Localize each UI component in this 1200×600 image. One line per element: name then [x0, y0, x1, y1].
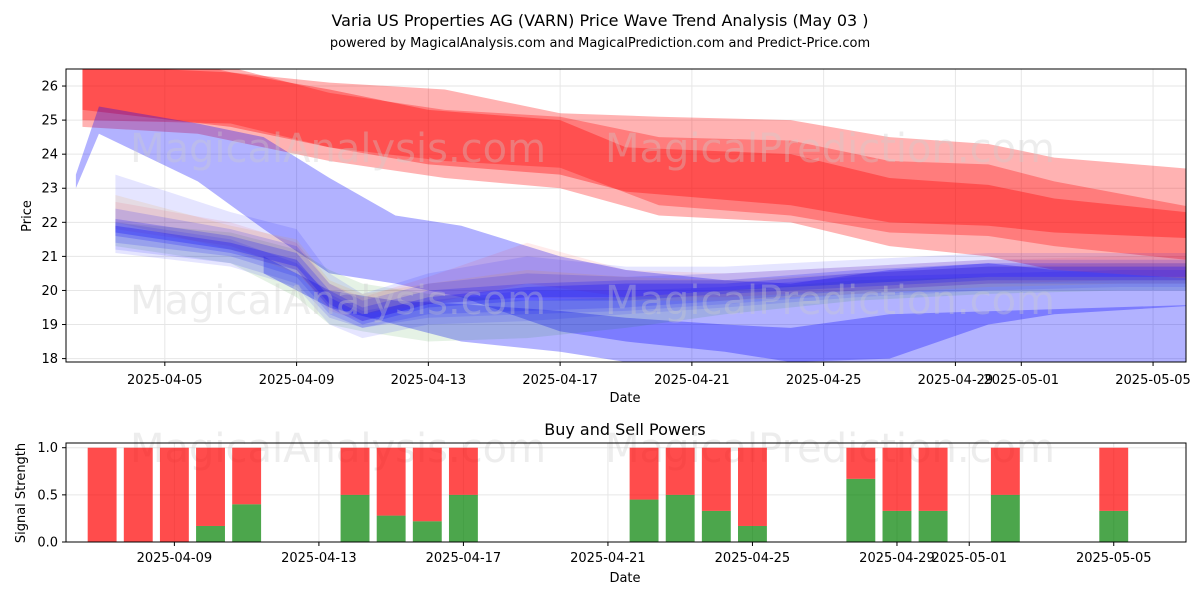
- watermark-prediction-mid: MagicalPrediction.com: [605, 278, 1055, 324]
- signal-y-tick-label: 1.0: [37, 441, 58, 456]
- price-y-tick-label: 23: [41, 182, 58, 197]
- sell-bar: [990, 447, 1020, 495]
- chart-title: Varia US Properties AG (VARN) Price Wave…: [331, 11, 868, 30]
- price-x-axis-label: Date: [609, 391, 640, 406]
- signal-y-tick-label: 0.0: [37, 536, 58, 551]
- signal-x-tick-label: 2025-04-29: [859, 551, 935, 566]
- signal-x-tick-label: 2025-04-17: [426, 551, 502, 566]
- buy-bar: [340, 494, 370, 542]
- red-core-band: [82, 69, 1186, 238]
- blue-fan-5: [115, 222, 1186, 328]
- signal-x-tick-label: 2025-04-21: [570, 551, 646, 566]
- watermark-prediction-top: MagicalPrediction.com: [605, 126, 1055, 172]
- sell-bar: [123, 447, 153, 542]
- buy-sell-title: Buy and Sell Powers: [544, 420, 706, 439]
- price-x-tick-label: 2025-04-25: [786, 373, 862, 388]
- price-y-tick-label: 19: [41, 318, 58, 333]
- signal-y-axis-label: Signal Strength: [14, 443, 29, 543]
- price-x-tick-label: 2025-04-29: [918, 373, 994, 388]
- blue-fan-2: [115, 208, 1186, 328]
- sell-bar: [232, 447, 262, 505]
- price-x-tick-label: 2025-05-05: [1115, 373, 1191, 388]
- pink-band: [115, 201, 1186, 322]
- price-y-tick-label: 24: [41, 148, 58, 163]
- signal-y-tick-label: 0.5: [37, 488, 58, 503]
- sell-bar: [629, 447, 659, 500]
- sell-bar: [196, 447, 225, 526]
- signal-x-tick-label: 2025-05-01: [931, 551, 1007, 566]
- buy-sell-chart: Buy and Sell Powers MagicalAnalysis.com …: [14, 420, 1187, 586]
- price-x-tick-label: 2025-05-01: [984, 373, 1060, 388]
- watermark-analysis-mid: MagicalAnalysis.com: [130, 278, 546, 324]
- price-x-tick-label: 2025-04-05: [127, 373, 203, 388]
- sell-bar: [701, 447, 731, 511]
- watermark-analysis-bottom: MagicalAnalysis.com: [130, 426, 546, 472]
- signal-x-tick-label: 2025-04-13: [281, 551, 357, 566]
- sell-bar: [918, 447, 948, 511]
- sell-bar: [1099, 447, 1129, 511]
- signal-plot-frame: [65, 442, 1187, 543]
- price-y-tick-label: 21: [41, 250, 58, 265]
- chart-subtitle: powered by MagicalAnalysis.com and Magic…: [330, 36, 870, 51]
- buy-bar: [738, 525, 767, 542]
- sell-bar: [665, 447, 695, 495]
- buy-bar: [232, 504, 262, 542]
- price-x-tick-label: 2025-04-13: [391, 373, 467, 388]
- price-y-tick-label: 22: [41, 216, 58, 231]
- sell-bar: [448, 447, 478, 495]
- sell-bar: [159, 447, 189, 542]
- buy-bar: [990, 494, 1020, 542]
- price-x-tick-label: 2025-04-09: [259, 373, 335, 388]
- price-y-axis-label: Price: [20, 200, 35, 232]
- blue-fan-4: [115, 225, 1186, 322]
- green-band: [115, 222, 1186, 342]
- sell-bar: [340, 447, 370, 495]
- blue-lower-band: [263, 256, 1186, 362]
- price-y-tick-label: 25: [41, 114, 58, 129]
- price-plot-frame: [65, 68, 1187, 363]
- buy-bar: [448, 494, 478, 542]
- buy-bar: [882, 510, 912, 542]
- price-x-tick-label: 2025-04-21: [654, 373, 730, 388]
- sell-bar: [882, 447, 912, 511]
- signal-x-tick-label: 2025-04-09: [137, 551, 213, 566]
- red-wide-band-2: [82, 69, 1186, 260]
- buy-bar: [412, 521, 442, 542]
- sell-bar: [738, 447, 767, 526]
- buy-bar: [665, 494, 695, 542]
- buy-bar: [376, 515, 406, 542]
- buy-bar: [918, 510, 948, 542]
- signal-x-tick-label: 2025-05-05: [1076, 551, 1152, 566]
- buy-bar: [1099, 510, 1129, 542]
- price-wave-chart: MagicalAnalysis.com MagicalPrediction.co…: [20, 68, 1191, 406]
- buy-bar: [701, 510, 731, 542]
- watermark-analysis-top: MagicalAnalysis.com: [130, 126, 546, 172]
- buy-bar: [196, 525, 225, 542]
- buy-bar: [629, 499, 659, 542]
- blue-fan-3: [115, 218, 1186, 325]
- sell-bar: [376, 447, 406, 516]
- signal-x-axis-label: Date: [609, 571, 640, 586]
- price-y-tick-label: 18: [41, 352, 58, 367]
- signal-x-tick-label: 2025-04-25: [715, 551, 791, 566]
- blue-wide-band: [75, 106, 1186, 362]
- orange-band: [115, 195, 1186, 315]
- sell-bar: [846, 447, 876, 479]
- sell-bar: [412, 447, 442, 522]
- price-y-tick-label: 20: [41, 284, 58, 299]
- buy-bar: [846, 478, 876, 542]
- price-x-tick-label: 2025-04-17: [522, 373, 598, 388]
- red-wide-band: [82, 69, 1186, 279]
- sell-bar: [87, 447, 117, 542]
- blue-fan-1: [115, 174, 1186, 339]
- price-y-tick-label: 26: [41, 80, 58, 95]
